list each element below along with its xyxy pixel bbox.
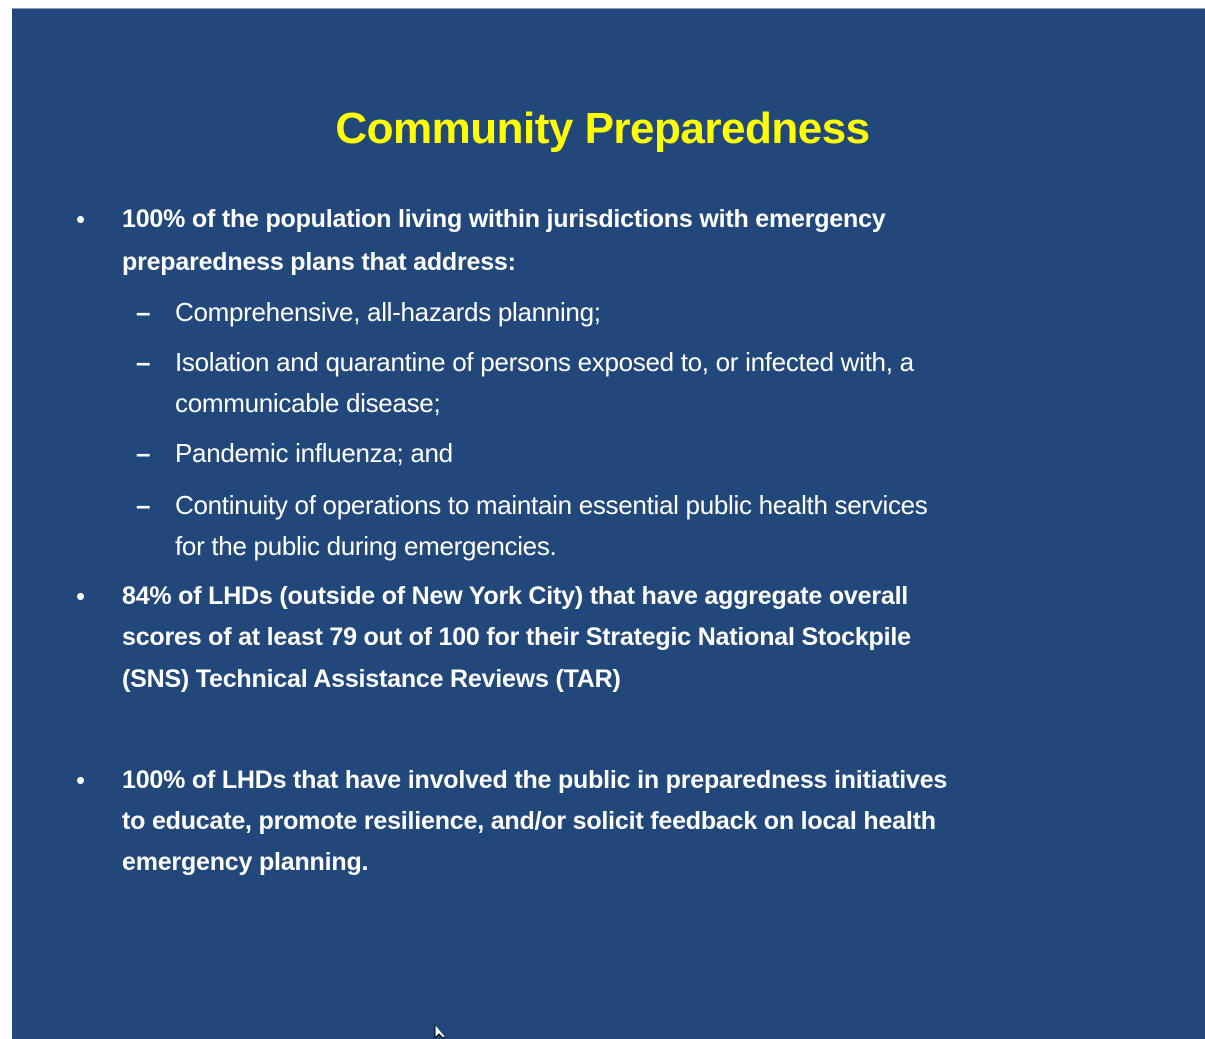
bullet-text: 84% of LHDs (outside of New York City) t… [122,582,909,610]
dash: – [136,297,151,327]
dash: – [136,347,151,377]
cursor [434,1025,446,1038]
bullet-text: to educate, promote resilience, and/or s… [122,807,936,835]
bullet-text: 100% of LHDs that have involved the publ… [122,766,948,794]
bullet-text: preparedness plans that address: [122,248,516,276]
bullet-text: 100% of the population living within jur… [122,205,886,233]
sub-bullet-text: Comprehensive, all-hazards planning; [175,297,601,327]
bullet-text: emergency planning. [122,848,369,876]
bullet-text: (SNS) Technical Assistance Reviews (TAR) [122,665,621,693]
sub-bullet-text: Continuity of operations to maintain ess… [175,490,928,520]
sub-bullet-text: Isolation and quarantine of persons expo… [175,347,914,377]
sub-bullet-text: for the public during emergencies. [175,531,557,561]
slide-title: Community Preparedness [335,104,870,153]
slide [12,8,1205,1039]
dash: – [136,438,151,468]
bullet: • [76,581,86,611]
sub-bullet-text: communicable disease; [175,388,441,418]
bullet: • [76,204,86,234]
dash: – [136,490,151,520]
bullet: • [76,765,86,795]
sub-bullet-text: Pandemic influenza; and [175,438,453,468]
bullet-text: scores of at least 79 out of 100 for the… [122,623,911,651]
